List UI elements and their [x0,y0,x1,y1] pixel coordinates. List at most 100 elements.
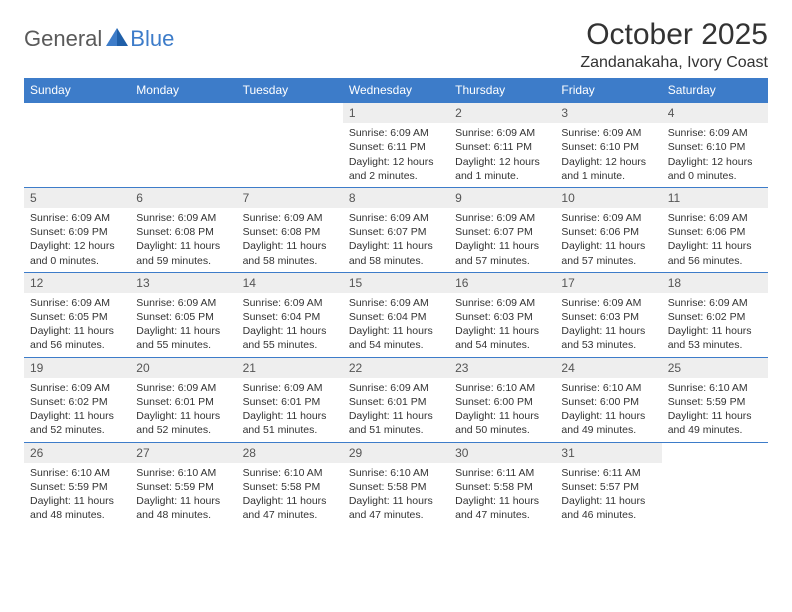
day-number: 23 [449,358,555,378]
calendar-cell: 13Sunrise: 6:09 AMSunset: 6:05 PMDayligh… [130,272,236,357]
calendar-row: 5Sunrise: 6:09 AMSunset: 6:09 PMDaylight… [24,187,768,272]
day-number: 13 [130,273,236,293]
sunset-text: Sunset: 5:59 PM [30,480,124,494]
calendar-cell: 30Sunrise: 6:11 AMSunset: 5:58 PMDayligh… [449,442,555,526]
day-body: Sunrise: 6:10 AMSunset: 6:00 PMDaylight:… [555,378,661,442]
logo: General Blue [24,18,174,52]
day-body: Sunrise: 6:09 AMSunset: 6:10 PMDaylight:… [662,123,768,187]
daylight-text: Daylight: 11 hours and 58 minutes. [243,239,337,267]
daylight-text: Daylight: 11 hours and 58 minutes. [349,239,443,267]
calendar-cell: 31Sunrise: 6:11 AMSunset: 5:57 PMDayligh… [555,442,661,526]
day-number: 14 [237,273,343,293]
location-label: Zandanakaha, Ivory Coast [580,54,768,72]
weekday-header: Wednesday [343,78,449,103]
day-body: Sunrise: 6:09 AMSunset: 6:07 PMDaylight:… [343,208,449,272]
sunset-text: Sunset: 6:10 PM [561,140,655,154]
daylight-text: Daylight: 11 hours and 57 minutes. [455,239,549,267]
day-number: 28 [237,443,343,463]
daylight-text: Daylight: 11 hours and 48 minutes. [136,494,230,522]
sunrise-text: Sunrise: 6:09 AM [243,296,337,310]
daylight-text: Daylight: 12 hours and 2 minutes. [349,155,443,183]
weekday-header: Monday [130,78,236,103]
day-body: Sunrise: 6:09 AMSunset: 6:03 PMDaylight:… [555,293,661,357]
daylight-text: Daylight: 11 hours and 54 minutes. [349,324,443,352]
sunset-text: Sunset: 6:00 PM [561,395,655,409]
sunrise-text: Sunrise: 6:09 AM [668,211,762,225]
day-body: Sunrise: 6:10 AMSunset: 5:58 PMDaylight:… [343,463,449,527]
sunset-text: Sunset: 6:01 PM [349,395,443,409]
day-body: Sunrise: 6:09 AMSunset: 6:01 PMDaylight:… [343,378,449,442]
sunrise-text: Sunrise: 6:09 AM [30,211,124,225]
daylight-text: Daylight: 11 hours and 46 minutes. [561,494,655,522]
calendar-cell: 26Sunrise: 6:10 AMSunset: 5:59 PMDayligh… [24,442,130,526]
day-number: 1 [343,103,449,123]
daylight-text: Daylight: 11 hours and 51 minutes. [349,409,443,437]
calendar-cell: 12Sunrise: 6:09 AMSunset: 6:05 PMDayligh… [24,272,130,357]
calendar-header-row: Sunday Monday Tuesday Wednesday Thursday… [24,78,768,103]
day-number: 24 [555,358,661,378]
calendar-cell: 9Sunrise: 6:09 AMSunset: 6:07 PMDaylight… [449,187,555,272]
day-number: 19 [24,358,130,378]
calendar-cell: 21Sunrise: 6:09 AMSunset: 6:01 PMDayligh… [237,357,343,442]
day-number: 25 [662,358,768,378]
sunrise-text: Sunrise: 6:11 AM [455,466,549,480]
day-number: 6 [130,188,236,208]
day-number: 11 [662,188,768,208]
day-body: Sunrise: 6:09 AMSunset: 6:02 PMDaylight:… [24,378,130,442]
sunrise-text: Sunrise: 6:09 AM [136,211,230,225]
calendar-cell: 2Sunrise: 6:09 AMSunset: 6:11 PMDaylight… [449,103,555,188]
day-number: 22 [343,358,449,378]
logo-text-general: General [24,26,102,52]
sunrise-text: Sunrise: 6:09 AM [668,126,762,140]
calendar-cell [130,103,236,188]
daylight-text: Daylight: 11 hours and 53 minutes. [668,324,762,352]
calendar-cell: 11Sunrise: 6:09 AMSunset: 6:06 PMDayligh… [662,187,768,272]
daylight-text: Daylight: 12 hours and 1 minute. [561,155,655,183]
weekday-header: Sunday [24,78,130,103]
sunrise-text: Sunrise: 6:10 AM [561,381,655,395]
sunset-text: Sunset: 6:08 PM [243,225,337,239]
title-block: October 2025 Zandanakaha, Ivory Coast [580,18,768,72]
sunrise-text: Sunrise: 6:09 AM [349,381,443,395]
day-body: Sunrise: 6:09 AMSunset: 6:01 PMDaylight:… [130,378,236,442]
day-body: Sunrise: 6:09 AMSunset: 6:01 PMDaylight:… [237,378,343,442]
calendar-row: 26Sunrise: 6:10 AMSunset: 5:59 PMDayligh… [24,442,768,526]
day-body: Sunrise: 6:10 AMSunset: 5:58 PMDaylight:… [237,463,343,527]
daylight-text: Daylight: 11 hours and 52 minutes. [30,409,124,437]
sunrise-text: Sunrise: 6:09 AM [30,381,124,395]
sunrise-text: Sunrise: 6:09 AM [243,211,337,225]
calendar-cell: 7Sunrise: 6:09 AMSunset: 6:08 PMDaylight… [237,187,343,272]
day-body: Sunrise: 6:09 AMSunset: 6:05 PMDaylight:… [24,293,130,357]
sunrise-text: Sunrise: 6:09 AM [455,296,549,310]
sunset-text: Sunset: 6:05 PM [30,310,124,324]
day-number: 17 [555,273,661,293]
day-body: Sunrise: 6:09 AMSunset: 6:04 PMDaylight:… [237,293,343,357]
calendar-cell: 1Sunrise: 6:09 AMSunset: 6:11 PMDaylight… [343,103,449,188]
day-body: Sunrise: 6:10 AMSunset: 5:59 PMDaylight:… [130,463,236,527]
day-body: Sunrise: 6:11 AMSunset: 5:58 PMDaylight:… [449,463,555,527]
calendar-cell [662,442,768,526]
calendar-cell: 5Sunrise: 6:09 AMSunset: 6:09 PMDaylight… [24,187,130,272]
calendar-cell: 10Sunrise: 6:09 AMSunset: 6:06 PMDayligh… [555,187,661,272]
day-body: Sunrise: 6:09 AMSunset: 6:06 PMDaylight:… [555,208,661,272]
day-number: 9 [449,188,555,208]
sunrise-text: Sunrise: 6:09 AM [349,211,443,225]
calendar-row: 19Sunrise: 6:09 AMSunset: 6:02 PMDayligh… [24,357,768,442]
weekday-header: Saturday [662,78,768,103]
sunrise-text: Sunrise: 6:10 AM [136,466,230,480]
logo-text-blue: Blue [130,26,174,52]
calendar-cell [237,103,343,188]
day-body: Sunrise: 6:09 AMSunset: 6:07 PMDaylight:… [449,208,555,272]
weekday-header: Friday [555,78,661,103]
calendar-table: Sunday Monday Tuesday Wednesday Thursday… [24,78,768,526]
calendar-cell: 18Sunrise: 6:09 AMSunset: 6:02 PMDayligh… [662,272,768,357]
day-body: Sunrise: 6:09 AMSunset: 6:04 PMDaylight:… [343,293,449,357]
daylight-text: Daylight: 11 hours and 56 minutes. [30,324,124,352]
sunset-text: Sunset: 5:59 PM [136,480,230,494]
sunset-text: Sunset: 5:58 PM [243,480,337,494]
sunset-text: Sunset: 6:04 PM [243,310,337,324]
daylight-text: Daylight: 11 hours and 53 minutes. [561,324,655,352]
sunrise-text: Sunrise: 6:09 AM [455,211,549,225]
sunrise-text: Sunrise: 6:09 AM [349,126,443,140]
day-body: Sunrise: 6:09 AMSunset: 6:03 PMDaylight:… [449,293,555,357]
